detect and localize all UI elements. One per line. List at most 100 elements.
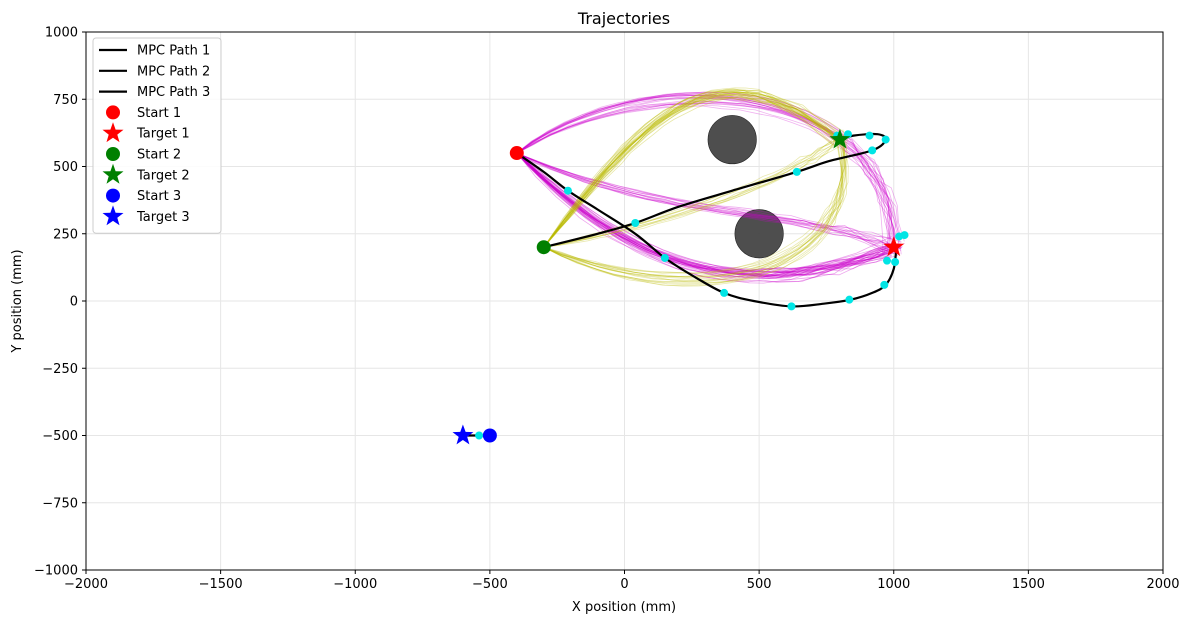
sample-trajectory-line <box>516 152 902 249</box>
sample-trajectory-line <box>543 139 848 281</box>
sample-trajectory-line <box>543 90 840 248</box>
sample-trajectory-line <box>543 141 843 248</box>
sample-trajectory-line <box>516 152 892 279</box>
sample-trajectory-line <box>543 137 845 283</box>
sample-trajectory-line <box>516 100 896 251</box>
obstacle-layer <box>707 115 784 259</box>
sample-trajectory-line <box>516 152 892 245</box>
waypoint-dot <box>880 280 889 289</box>
sample-trajectory-line <box>543 136 845 284</box>
sample-trajectory-line <box>543 91 837 248</box>
sample-trajectory-line <box>543 138 844 278</box>
x-tick-label: −2000 <box>64 577 108 592</box>
sample-trajectory-line <box>543 148 843 274</box>
legend-label: Target 3 <box>136 210 190 225</box>
legend-circle-swatch <box>106 188 120 203</box>
sample-trajectory-line <box>543 94 841 248</box>
waypoint-dot <box>900 231 909 240</box>
obstacle-circle <box>707 115 757 165</box>
sample-trajectory-line <box>543 98 837 248</box>
sample-trajectory-line <box>543 135 837 248</box>
y-tick-label: −500 <box>42 429 78 444</box>
legend-label: MPC Path 3 <box>137 85 210 100</box>
sample-trajectory-line <box>516 92 895 244</box>
start-1-marker <box>509 146 524 161</box>
sample-trajectory-line <box>543 89 842 248</box>
x-tick-label: 2000 <box>1146 577 1179 592</box>
sample-trajectory-line <box>543 97 839 248</box>
sample-trajectory-line <box>516 152 893 251</box>
sample-trajectory-line <box>543 89 837 248</box>
sample-trajectory-line <box>516 104 894 246</box>
sample-trajectory-line <box>543 137 846 274</box>
start-2-marker <box>536 240 551 255</box>
sample-trajectory-line <box>516 152 892 246</box>
sample-trajectory-line <box>543 133 843 285</box>
sample-trajectory-line <box>543 135 843 283</box>
waypoint-dot <box>720 288 729 297</box>
sample-trajectory-line <box>516 152 895 248</box>
waypoint-dot <box>631 218 640 227</box>
sample-trajectory-line <box>543 89 844 248</box>
sample-trajectory-line <box>516 152 894 240</box>
x-tick-label: 1500 <box>1012 577 1045 592</box>
markers-layer <box>452 128 905 445</box>
waypoint-dot <box>845 295 854 304</box>
mpc-path-1 <box>516 152 898 308</box>
legend-label: Start 2 <box>137 148 181 163</box>
y-tick-label: −750 <box>42 496 78 511</box>
sample-trajectory-line <box>543 139 848 281</box>
sample-trajectory-line <box>516 91 891 246</box>
sample-trajectory-line <box>543 137 841 248</box>
sample-trajectory-line <box>543 88 839 248</box>
sample-trajectory-line <box>543 140 844 283</box>
sample-trajectory-line <box>543 93 842 248</box>
sample-trajectory-line <box>543 141 844 287</box>
x-tick-label: −1000 <box>333 577 377 592</box>
sample-trajectory-line <box>516 152 892 272</box>
x-axis-ticks: −2000 −1500 −1000 −500 0 500 1000 1500 2000 <box>64 570 1180 592</box>
sample-trajectory-line <box>543 145 847 286</box>
sample-trajectory-line <box>543 133 838 248</box>
legend-label: Start 1 <box>137 106 181 121</box>
sample-trajectory-line <box>543 129 845 277</box>
sample-trajectories-layer <box>516 87 905 287</box>
sample-trajectory-line <box>516 152 894 250</box>
sample-trajectory-line <box>516 152 888 272</box>
sample-trajectory-line <box>516 152 886 254</box>
y-axis-label: Y position (mm) <box>10 249 25 353</box>
sample-trajectory-line <box>516 96 894 249</box>
legend-star-swatch <box>102 205 124 226</box>
sample-trajectory-line <box>516 152 902 243</box>
sample-trajectory-line <box>516 152 892 249</box>
sample-trajectory-line <box>516 152 894 278</box>
y-tick-label: 250 <box>53 227 78 242</box>
sample-trajectory-line <box>516 152 896 279</box>
sample-trajectory-line <box>516 152 900 270</box>
sample-trajectory-line <box>543 87 838 248</box>
sample-trajectory-line <box>516 152 902 277</box>
legend-label: Target 2 <box>136 168 190 183</box>
y-tick-label: 1000 <box>45 26 78 41</box>
waypoint-dot <box>787 302 796 311</box>
sample-trajectory-line <box>516 152 899 250</box>
sample-trajectory-line <box>516 152 882 279</box>
sample-trajectory-line <box>516 152 889 277</box>
legend-box <box>92 37 222 234</box>
legend-label: MPC Path 1 <box>137 44 210 59</box>
sample-trajectory-line <box>516 152 897 275</box>
legend: MPC Path 1 MPC Path 2 MPC Path 3 Start 1 Tar… <box>92 37 222 234</box>
sample-trajectory-line <box>543 96 833 248</box>
sample-trajectory-line <box>543 135 849 278</box>
sample-trajectory-line <box>543 91 841 248</box>
waypoint-dot <box>563 186 572 195</box>
sample-trajectory-line <box>516 94 884 256</box>
sample-trajectory-line <box>543 138 843 274</box>
legend-label: Target 1 <box>136 127 190 142</box>
sample-trajectory-line <box>516 152 898 253</box>
waypoint-dot <box>891 257 900 266</box>
sample-trajectory-line <box>516 152 892 274</box>
sample-trajectory-line <box>543 146 847 277</box>
